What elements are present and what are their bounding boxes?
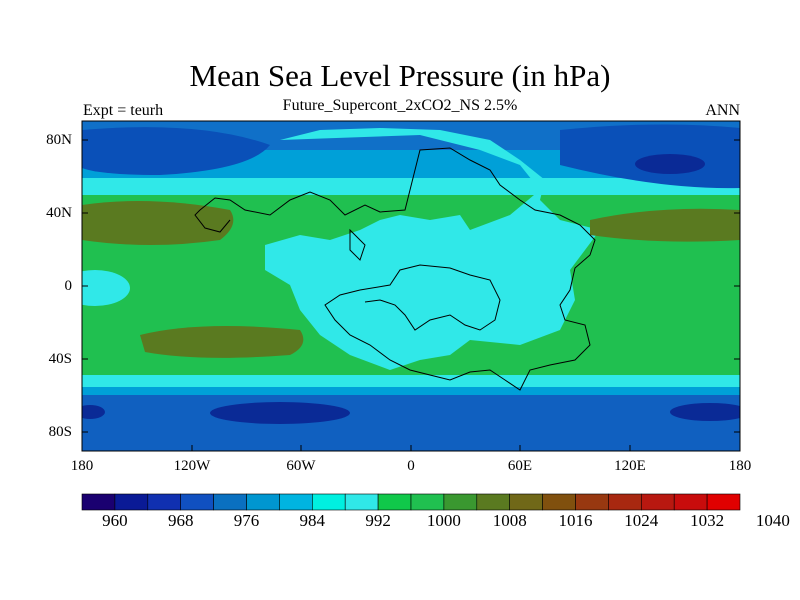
map-subtitle: Future_Supercont_2xCO2_NS 2.5% [282, 97, 518, 114]
low-south-band [82, 395, 740, 451]
lon-tick-120w: 120W [173, 458, 211, 474]
season-label: ANN [705, 102, 740, 119]
deep-low-north-east [635, 154, 705, 174]
lon-tick-180w: 180 [70, 458, 94, 474]
colorbar-label: 1040 [755, 511, 790, 530]
colorbar-swatch [509, 493, 543, 511]
colorbar-swatch [608, 493, 642, 511]
colorbar-swatch [575, 493, 609, 511]
supercontinent-coastline [194, 147, 596, 391]
colorbar-swatch [344, 493, 379, 511]
colorbar-label: 1000 [426, 511, 461, 530]
colorbar-label: 992 [365, 511, 391, 530]
colorbar-label: 960 [102, 511, 128, 530]
colorbar-swatch [443, 493, 478, 511]
subtropical-high-north-west [82, 201, 234, 245]
lon-tick-120e: 120E [614, 458, 646, 474]
equatorial-cyan-west [82, 270, 130, 306]
colorbar-swatch [476, 493, 510, 511]
deep-low-south-far-west [82, 405, 105, 419]
lat-tick-80n: 80N [46, 132, 72, 148]
map-title: Mean Sea Level Pressure (in hPa) [189, 58, 611, 93]
lat-tick-40n: 40N [46, 205, 72, 221]
colorbar-swatch [673, 493, 708, 511]
colorbar-swatch [180, 493, 214, 511]
colorbar-swatch [542, 493, 576, 511]
deep-low-south-west [210, 402, 350, 424]
lat-tick-80s: 80S [48, 424, 72, 440]
lat-tick-40s: 40S [48, 351, 72, 367]
lon-tick-180e: 180 [728, 458, 752, 474]
deep-low-south-east [670, 403, 740, 421]
colorbar-swatch [279, 493, 313, 511]
colorbar-swatch [311, 493, 346, 511]
colorbar-swatch [640, 493, 675, 511]
lon-tick-60e: 60E [507, 458, 533, 474]
colorbar-label: 1016 [558, 511, 593, 530]
colorbar-label: 976 [233, 511, 260, 530]
colorbar-label: 968 [167, 511, 194, 530]
colorbar-swatch [246, 493, 280, 511]
continent-cyan [265, 128, 600, 370]
subtropical-high-south [140, 326, 304, 358]
colorbar-label: 1008 [492, 511, 527, 530]
lat-tick-0: 0 [64, 278, 73, 294]
colorbar-swatch [147, 493, 182, 511]
lon-tick-0: 0 [407, 458, 415, 474]
experiment-label: Expt = teurh [83, 102, 164, 119]
colorbar-swatch [410, 493, 445, 511]
colorbar-swatch [706, 493, 741, 511]
colorbar-label: 1032 [690, 511, 725, 530]
colorbar-swatch [213, 493, 247, 511]
colorbar-label: 984 [299, 511, 326, 530]
colorbar-label: 1024 [624, 511, 659, 530]
subtropical-high-north-east [590, 208, 740, 242]
colorbar-swatch [81, 493, 116, 511]
colorbar-swatch [377, 493, 412, 511]
lon-tick-60w: 60W [286, 458, 316, 474]
colorbar-swatch [114, 493, 149, 511]
low-north-west [82, 127, 270, 175]
